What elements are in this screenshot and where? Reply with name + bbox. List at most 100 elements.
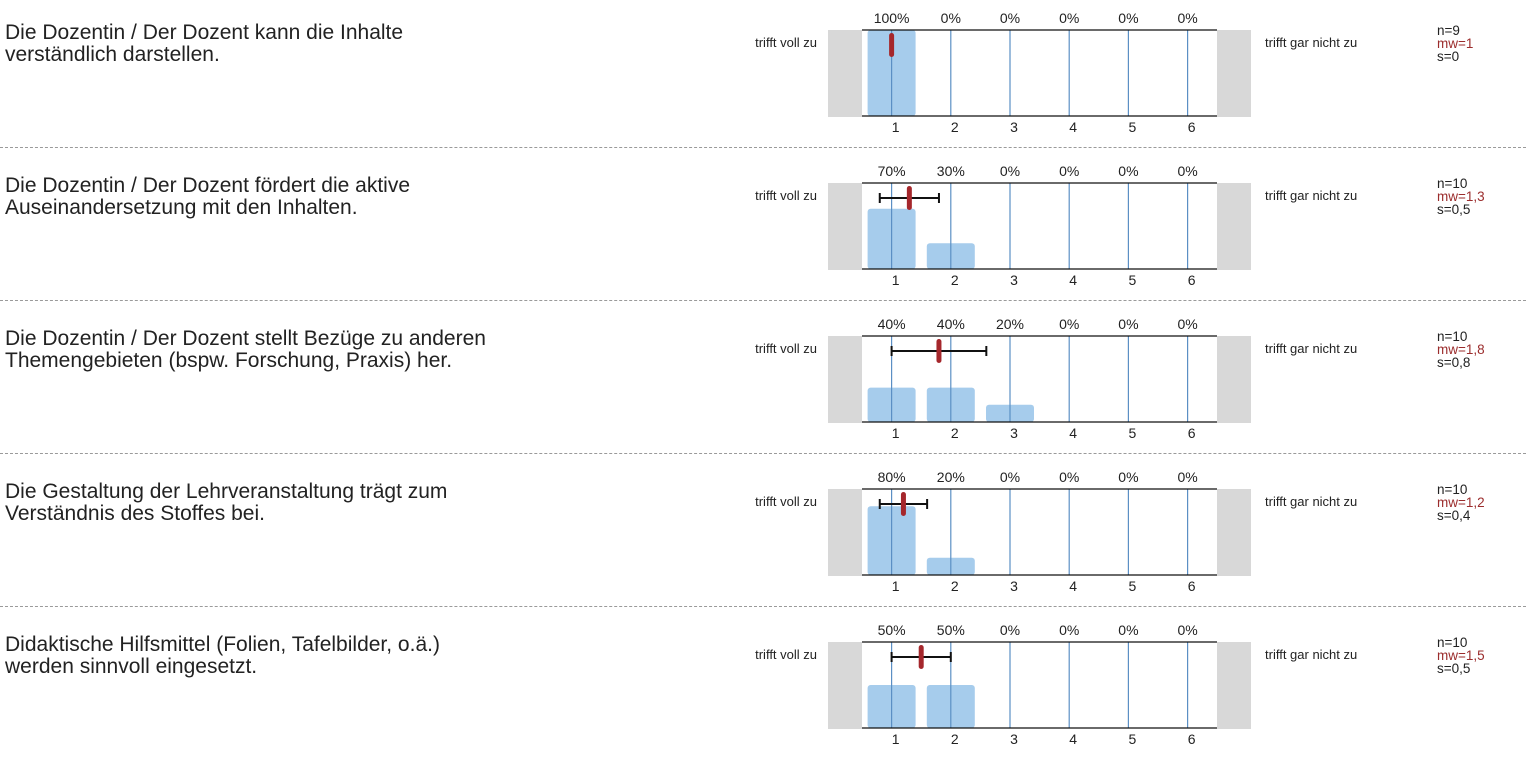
right-scale-label: trifft gar nicht zu bbox=[1265, 188, 1357, 203]
question-row: Die Dozentin / Der Dozent fördert die ak… bbox=[0, 153, 1526, 306]
left-side-box bbox=[828, 30, 862, 117]
row-separator bbox=[0, 147, 1526, 148]
row-separator bbox=[0, 300, 1526, 301]
stats-block: n=10 mw=1,8 s=0,8 bbox=[1437, 330, 1485, 369]
question-text: Die Dozentin / Der Dozent stellt Bezüge … bbox=[5, 328, 645, 372]
tick-label: 1 bbox=[892, 425, 900, 441]
right-side-box bbox=[1217, 642, 1251, 729]
percent-label: 50% bbox=[878, 622, 906, 638]
right-scale-label: trifft gar nicht zu bbox=[1265, 494, 1357, 509]
row-separator bbox=[0, 606, 1526, 607]
question-text: Die Dozentin / Der Dozent kann die Inhal… bbox=[5, 22, 645, 66]
left-scale-label: trifft voll zu bbox=[755, 494, 817, 509]
percent-label: 40% bbox=[878, 316, 906, 332]
likert-chart: 70% 30% 0% 0% 0% 0% 1 2 3 4 5 6 trifft voll zu trifft… bbox=[720, 153, 1420, 293]
stat-sd: s=0,5 bbox=[1437, 662, 1485, 675]
percent-label: 0% bbox=[1059, 163, 1079, 179]
tick-label: 3 bbox=[1010, 119, 1018, 135]
question-text: Didaktische Hilfsmittel (Folien, Tafelbi… bbox=[5, 634, 645, 678]
stats-block: n=10 mw=1,2 s=0,4 bbox=[1437, 483, 1485, 522]
tick-label: 6 bbox=[1188, 119, 1196, 135]
tick-label: 5 bbox=[1129, 272, 1137, 288]
left-scale-label: trifft voll zu bbox=[755, 188, 817, 203]
tick-label: 2 bbox=[951, 119, 959, 135]
percent-label: 50% bbox=[937, 622, 965, 638]
tick-label: 6 bbox=[1188, 425, 1196, 441]
percent-label: 0% bbox=[1000, 10, 1020, 26]
right-scale-label: trifft gar nicht zu bbox=[1265, 647, 1357, 662]
percent-label: 20% bbox=[996, 316, 1024, 332]
percent-label: 70% bbox=[878, 163, 906, 179]
question-row: Die Dozentin / Der Dozent stellt Bezüge … bbox=[0, 306, 1526, 459]
stat-sd: s=0,8 bbox=[1437, 356, 1485, 369]
tick-label: 4 bbox=[1069, 578, 1077, 594]
stats-block: n=10 mw=1,3 s=0,5 bbox=[1437, 177, 1485, 216]
left-side-box bbox=[828, 489, 862, 576]
percent-label: 0% bbox=[1177, 10, 1197, 26]
tick-label: 4 bbox=[1069, 272, 1077, 288]
stat-sd: s=0 bbox=[1437, 50, 1473, 63]
percent-label: 100% bbox=[874, 10, 910, 26]
likert-chart: 80% 20% 0% 0% 0% 0% 1 2 3 4 5 6 trifft voll zu trifft… bbox=[720, 459, 1420, 599]
percent-label: 0% bbox=[941, 10, 961, 26]
right-side-box bbox=[1217, 183, 1251, 270]
tick-label: 5 bbox=[1129, 731, 1137, 747]
percent-label: 80% bbox=[878, 469, 906, 485]
percent-label: 0% bbox=[1118, 163, 1138, 179]
mean-marker bbox=[919, 645, 924, 669]
tick-label: 5 bbox=[1129, 119, 1137, 135]
stat-sd: s=0,5 bbox=[1437, 203, 1485, 216]
tick-label: 1 bbox=[892, 272, 900, 288]
percent-label: 0% bbox=[1000, 622, 1020, 638]
left-side-box bbox=[828, 336, 862, 423]
left-side-box bbox=[828, 642, 862, 729]
tick-label: 2 bbox=[951, 425, 959, 441]
right-side-box bbox=[1217, 30, 1251, 117]
row-separator bbox=[0, 453, 1526, 454]
tick-label: 4 bbox=[1069, 731, 1077, 747]
likert-chart: 40% 40% 20% 0% 0% 0% 1 2 3 4 5 6 trifft voll zu triff… bbox=[720, 306, 1420, 446]
tick-label: 2 bbox=[951, 578, 959, 594]
percent-label: 40% bbox=[937, 316, 965, 332]
mean-marker bbox=[901, 492, 906, 516]
percent-label: 0% bbox=[1118, 10, 1138, 26]
tick-label: 4 bbox=[1069, 425, 1077, 441]
question-row: Die Dozentin / Der Dozent kann die Inhal… bbox=[0, 0, 1526, 153]
tick-label: 2 bbox=[951, 731, 959, 747]
percent-label: 20% bbox=[937, 469, 965, 485]
percent-label: 0% bbox=[1177, 316, 1197, 332]
stat-sd: s=0,4 bbox=[1437, 509, 1485, 522]
question-row: Didaktische Hilfsmittel (Folien, Tafelbi… bbox=[0, 612, 1526, 765]
tick-label: 3 bbox=[1010, 578, 1018, 594]
tick-label: 4 bbox=[1069, 119, 1077, 135]
percent-label: 0% bbox=[1000, 163, 1020, 179]
tick-label: 3 bbox=[1010, 731, 1018, 747]
mean-marker bbox=[889, 33, 894, 57]
percent-label: 0% bbox=[1059, 622, 1079, 638]
right-side-box bbox=[1217, 336, 1251, 423]
tick-label: 1 bbox=[892, 119, 900, 135]
percent-label: 0% bbox=[1118, 622, 1138, 638]
question-text: Die Dozentin / Der Dozent fördert die ak… bbox=[5, 175, 645, 219]
percent-label: 0% bbox=[1177, 163, 1197, 179]
tick-label: 1 bbox=[892, 731, 900, 747]
stats-block: n=9 mw=1 s=0 bbox=[1437, 24, 1473, 63]
left-side-box bbox=[828, 183, 862, 270]
tick-label: 6 bbox=[1188, 578, 1196, 594]
question-row: Die Gestaltung der Lehrveranstaltung trä… bbox=[0, 459, 1526, 612]
right-scale-label: trifft gar nicht zu bbox=[1265, 341, 1357, 356]
tick-label: 2 bbox=[951, 272, 959, 288]
tick-label: 3 bbox=[1010, 425, 1018, 441]
percent-label: 0% bbox=[1118, 316, 1138, 332]
right-side-box bbox=[1217, 489, 1251, 576]
percent-label: 0% bbox=[1059, 469, 1079, 485]
percent-label: 0% bbox=[1059, 316, 1079, 332]
question-text: Die Gestaltung der Lehrveranstaltung trä… bbox=[5, 481, 645, 525]
tick-label: 6 bbox=[1188, 731, 1196, 747]
percent-label: 0% bbox=[1000, 469, 1020, 485]
stats-block: n=10 mw=1,5 s=0,5 bbox=[1437, 636, 1485, 675]
likert-chart: 100% 0% 0% 0% 0% 0% 1 2 3 4 5 6 trifft voll zu trifft… bbox=[720, 0, 1420, 140]
right-scale-label: trifft gar nicht zu bbox=[1265, 35, 1357, 50]
percent-label: 0% bbox=[1177, 622, 1197, 638]
